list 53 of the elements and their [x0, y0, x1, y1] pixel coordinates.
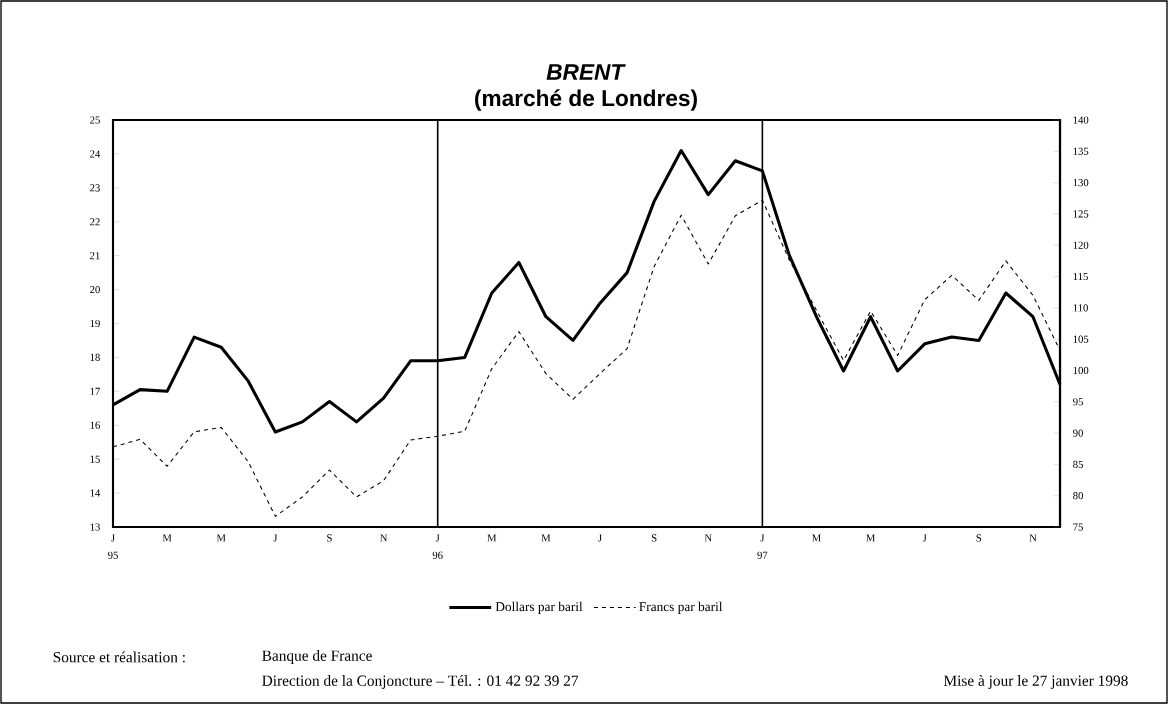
- y-tick-label: 15: [90, 455, 100, 463]
- text: Direction de la Conjoncture – Tél. : 01 42 92 39 27: [262, 675, 579, 689]
- x-tick-label: J 95: [108, 534, 118, 559]
- y-tick-label: 22: [90, 218, 100, 226]
- y-tick-label: 24: [90, 150, 101, 158]
- chart-subtitle: (marché de Londres): [475, 89, 697, 111]
- x-tick-label: S: [651, 534, 657, 542]
- x-tick-label: M: [541, 534, 551, 542]
- x-tick-label: S: [327, 534, 332, 542]
- y2-tick-label: 80: [1073, 492, 1083, 500]
- y2-tick-label: 140: [1073, 116, 1089, 124]
- x-tick-label: J: [273, 534, 278, 542]
- x-tick-label: M: [812, 534, 821, 542]
- legend-label: Dollars par baril: [495, 601, 583, 614]
- y-tick-label: 18: [90, 353, 100, 362]
- x-tick-label: J 96: [432, 534, 443, 559]
- x-tick-label: M: [216, 534, 226, 542]
- chart-title: BRENT: [546, 64, 626, 80]
- y2-tick-label: 105: [1073, 335, 1089, 343]
- y-tick-label: 17: [90, 387, 100, 395]
- x-tick-label: S: [976, 534, 982, 542]
- y-tick-label: 19: [90, 319, 100, 328]
- y-tick-label: 14: [90, 489, 101, 497]
- y2-tick-label: 90: [1073, 429, 1083, 437]
- x-tick-label: J 97: [757, 534, 768, 559]
- legend-label: Francs par baril: [639, 601, 723, 614]
- y2-tick-label: 130: [1073, 179, 1089, 187]
- x-tick-label: M: [866, 534, 876, 542]
- y2-tick-label: 135: [1073, 147, 1089, 155]
- y2-tick-label: 125: [1073, 210, 1089, 218]
- y-tick-label: 21: [90, 252, 100, 260]
- y2-tick-label: 95: [1073, 398, 1083, 406]
- x-tick-label: M: [162, 534, 172, 542]
- y-tick-label: 25: [90, 116, 100, 124]
- y-tick-label: 20: [90, 285, 100, 294]
- y2-tick-label: 120: [1073, 241, 1089, 249]
- x-tick-label: M: [487, 534, 497, 542]
- source-note: Source et réalisation :: [53, 651, 185, 663]
- y2-tick-label: 110: [1073, 304, 1088, 312]
- y2-tick-label: 75: [1073, 523, 1083, 531]
- x-tick-label: N: [704, 534, 712, 542]
- y2-tick-label: 115: [1073, 272, 1088, 281]
- text: Mise à jour le 27 janvier 1998: [943, 675, 1128, 689]
- y-tick-label: 16: [90, 421, 100, 429]
- y-tick-label: 23: [90, 184, 100, 192]
- x-tick-label: J: [922, 534, 927, 542]
- x-tick-label: N: [380, 534, 388, 542]
- x-tick-label: N: [1029, 534, 1037, 542]
- x-tick-label: J: [598, 534, 602, 542]
- y2-tick-label: 100: [1073, 366, 1089, 375]
- y-tick-label: 13: [90, 523, 100, 531]
- y2-tick-label: 85: [1073, 460, 1083, 468]
- text: Banque de France: [262, 650, 372, 664]
